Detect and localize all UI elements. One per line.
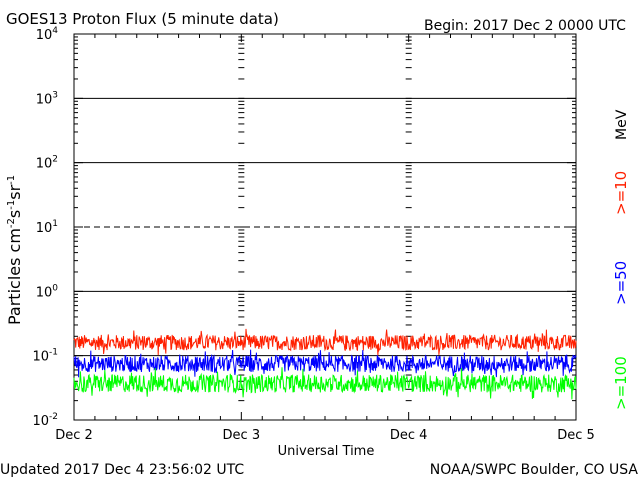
x-tick-label: Dec 5 bbox=[557, 428, 595, 443]
x-tick-label: Dec 3 bbox=[223, 428, 261, 443]
y-tick-label: 102 bbox=[36, 155, 58, 172]
series-line-0 bbox=[73, 328, 577, 356]
y-tick-label: 104 bbox=[36, 26, 59, 43]
plot-area bbox=[73, 33, 577, 421]
updated-label: Updated 2017 Dec 4 23:56:02 UTC bbox=[0, 462, 244, 478]
begin-label: Begin: 2017 Dec 2 0000 UTC bbox=[424, 18, 626, 34]
legend-unit-label: MeV bbox=[614, 109, 630, 140]
y-tick-label: 103 bbox=[36, 90, 58, 107]
legend-label-0: >=10 bbox=[612, 171, 630, 215]
legend-label-1: >=50 bbox=[612, 261, 630, 305]
series-line-2 bbox=[73, 367, 577, 400]
y-tick-label: 10-2 bbox=[32, 412, 58, 429]
y-tick-label: 10-1 bbox=[32, 348, 58, 365]
source-label: NOAA/SWPC Boulder, CO USA bbox=[430, 462, 639, 478]
legend: >=10 >=50 >=100 MeV bbox=[612, 109, 630, 410]
chart-title: GOES13 Proton Flux (5 minute data) bbox=[6, 10, 279, 28]
y-axis-label: Particles cm-2s-1sr-1 bbox=[5, 175, 24, 325]
x-tick-label: Dec 2 bbox=[55, 428, 93, 443]
legend-label-2: >=100 bbox=[612, 356, 630, 410]
x-axis-label: Universal Time bbox=[278, 444, 375, 459]
series-line-1 bbox=[73, 349, 577, 378]
x-tick-label: Dec 4 bbox=[390, 428, 428, 443]
y-tick-label: 100 bbox=[36, 283, 59, 300]
x-axis: Dec 2 Dec 3 Dec 4 Dec 5 bbox=[55, 34, 595, 443]
series-group bbox=[73, 328, 577, 400]
y-axis: 10-2 10-1 100 101 102 103 104 Particles cm-2s-1… bbox=[5, 26, 576, 429]
y-tick-label: 101 bbox=[36, 219, 58, 236]
